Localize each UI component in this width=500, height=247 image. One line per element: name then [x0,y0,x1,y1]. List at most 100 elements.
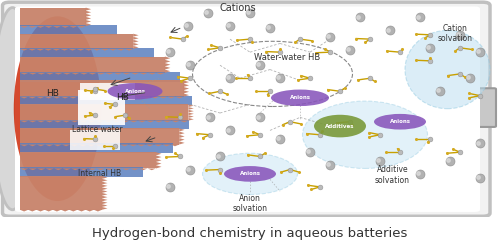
Polygon shape [130,168,139,170]
Polygon shape [133,34,138,37]
Polygon shape [117,49,125,51]
Polygon shape [139,168,147,170]
Polygon shape [37,168,46,170]
Polygon shape [20,144,28,146]
Polygon shape [102,97,110,99]
Polygon shape [61,210,69,211]
Polygon shape [102,204,108,207]
Polygon shape [184,90,189,93]
Polygon shape [148,168,156,170]
Polygon shape [133,46,138,49]
Polygon shape [172,121,180,122]
Polygon shape [88,73,96,75]
FancyBboxPatch shape [78,90,125,125]
Polygon shape [28,97,36,99]
Polygon shape [94,97,102,99]
Text: Cation
solvation: Cation solvation [438,24,472,43]
Polygon shape [79,121,88,122]
Polygon shape [69,210,78,211]
FancyBboxPatch shape [15,6,480,212]
Polygon shape [146,121,154,122]
Polygon shape [131,73,140,75]
Polygon shape [20,97,28,99]
Polygon shape [156,73,165,75]
Polygon shape [156,152,162,155]
Polygon shape [61,26,70,28]
Polygon shape [101,49,109,51]
Ellipse shape [0,8,32,210]
Polygon shape [20,176,102,210]
Polygon shape [179,141,184,144]
Polygon shape [179,128,184,131]
Polygon shape [112,144,120,146]
Polygon shape [61,97,69,99]
Polygon shape [20,26,28,28]
Polygon shape [86,11,91,14]
Polygon shape [102,176,108,179]
Polygon shape [53,210,61,211]
Polygon shape [36,49,44,51]
Polygon shape [102,193,108,196]
Polygon shape [126,97,134,99]
Polygon shape [146,144,154,146]
Polygon shape [20,104,188,121]
Polygon shape [148,73,156,75]
Polygon shape [20,120,190,129]
Polygon shape [133,37,138,40]
Polygon shape [54,168,62,170]
Polygon shape [184,81,189,84]
Polygon shape [88,168,96,170]
Text: Anions: Anions [124,89,146,94]
Polygon shape [80,168,88,170]
Polygon shape [159,97,167,99]
Polygon shape [118,97,126,99]
Polygon shape [78,210,86,211]
Polygon shape [180,121,188,122]
Polygon shape [20,34,133,49]
Polygon shape [80,82,135,100]
Polygon shape [104,121,112,122]
Ellipse shape [108,83,162,100]
Polygon shape [154,144,162,146]
Text: Anions: Anions [240,171,260,176]
Polygon shape [20,167,143,177]
Polygon shape [20,73,28,75]
Polygon shape [92,49,101,51]
Polygon shape [37,73,46,75]
Polygon shape [86,20,91,23]
Text: Lattice water: Lattice water [72,125,123,134]
Polygon shape [102,185,108,187]
Polygon shape [112,121,121,122]
Ellipse shape [224,166,276,182]
Polygon shape [86,23,91,26]
Polygon shape [86,210,94,211]
Polygon shape [114,168,122,170]
Text: Anions: Anions [290,95,310,100]
Polygon shape [20,96,192,105]
Polygon shape [133,40,138,43]
Polygon shape [62,73,71,75]
Polygon shape [37,144,45,146]
Polygon shape [20,144,174,153]
Polygon shape [165,63,170,66]
Polygon shape [69,97,78,99]
Polygon shape [70,26,78,28]
Polygon shape [84,49,92,51]
Polygon shape [78,97,86,99]
Polygon shape [188,107,194,110]
Ellipse shape [374,114,426,129]
Polygon shape [140,73,148,75]
Polygon shape [20,49,28,51]
Polygon shape [36,97,44,99]
Polygon shape [20,152,156,168]
Polygon shape [102,207,108,210]
Polygon shape [154,121,163,122]
Ellipse shape [202,153,298,195]
Text: Additive
solvation: Additive solvation [375,165,410,185]
Polygon shape [44,210,53,211]
Polygon shape [120,144,129,146]
Polygon shape [28,210,36,211]
Polygon shape [188,118,194,121]
Polygon shape [165,66,170,70]
Polygon shape [165,57,170,60]
